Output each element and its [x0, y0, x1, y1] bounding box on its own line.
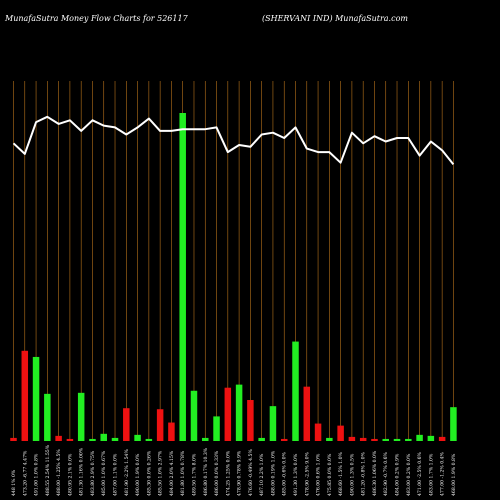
- x-tick-label: 487.00 1.1% 0.0%: [113, 453, 119, 496]
- bar: [134, 434, 141, 441]
- bar: [405, 438, 412, 441]
- x-tick-label: 481.30 1.16% 0.00%: [79, 447, 85, 496]
- price-line: [12, 115, 455, 166]
- bar: [416, 434, 423, 441]
- bar: [179, 113, 186, 441]
- x-tick-label: 481.90 -2.2% 1.54%: [124, 449, 130, 496]
- bar: [224, 387, 232, 441]
- x-tick-label: 485.00 -0.6% 0.0%: [282, 451, 288, 496]
- bar: [202, 437, 209, 441]
- bar: [10, 437, 17, 441]
- line-layer: [12, 115, 455, 166]
- bar: [337, 425, 344, 441]
- bar: [66, 438, 74, 441]
- bar: [89, 438, 96, 441]
- x-tick-label: 473.20 -6.77 4.47%: [22, 450, 28, 496]
- x-tick-label: 476.00 0.6% 1.0%: [316, 453, 322, 496]
- bar: [156, 409, 164, 441]
- grid-layer: [13, 81, 454, 441]
- bar: [168, 422, 175, 441]
- bar: [21, 350, 29, 441]
- x-tick-label: 471.00 -2.5% 0.6%: [417, 451, 423, 496]
- bar: [348, 436, 356, 441]
- bar: [123, 408, 130, 441]
- bar: [280, 438, 288, 441]
- x-tick-label: 485.50 1.0% 2.97%: [158, 450, 164, 496]
- x-tick-label: 487.10 2.2% 1.0%: [259, 453, 265, 496]
- x-tick-label: 480.95 2.1% 0.0%: [67, 453, 73, 496]
- bar: [55, 435, 62, 441]
- x-tick-label: 477.00 -1.2% 0.4%: [440, 451, 446, 496]
- bar: [111, 437, 119, 441]
- bar: [359, 437, 367, 441]
- x-tick-label: 478.90 0.78% 9.9%: [237, 450, 243, 496]
- bar: [450, 407, 457, 441]
- bar: [427, 435, 435, 441]
- bar: [269, 406, 277, 441]
- x-tick-label: 481.80 1.0% 0.78%: [180, 450, 186, 496]
- bar: [438, 436, 446, 441]
- bar: [247, 400, 254, 441]
- x-tick-label: 489.50 1.7% 8.0%: [191, 453, 197, 496]
- bar: [326, 437, 333, 441]
- x-tick-label: 490.00 1.9% 0.0%: [135, 453, 141, 496]
- bar: [44, 393, 51, 441]
- bar: [382, 438, 389, 441]
- bar: [314, 423, 322, 441]
- bar-layer: [10, 113, 457, 441]
- x-tick-label: 481.20 -0.8% 1.0%: [361, 451, 367, 496]
- bar: [292, 341, 299, 441]
- x-tick-label: 485.00 1.0% 0.67%: [101, 450, 107, 496]
- bar: [258, 437, 265, 441]
- bar: [145, 438, 153, 441]
- bar: [371, 438, 378, 441]
- chart-site-label: (SHERVANI IND) MunafaSutra.com: [262, 14, 408, 23]
- x-tick-label: 491.30 1.3% 0.0%: [293, 453, 299, 496]
- x-tick-label: 468.60 -1.5% 1.0%: [338, 451, 344, 496]
- bar: [303, 386, 311, 441]
- x-tick-label: 483.00 0.2% 0.0%: [406, 453, 412, 496]
- x-tick-label: 475.85 0.0% 0.0%: [327, 453, 333, 496]
- bar: [393, 438, 401, 441]
- bar: [77, 392, 85, 441]
- x-tick-label: 478.90 -2.5% 9.0%: [304, 451, 310, 496]
- x-tick-label: 474.25 1.25% 0.0%: [225, 450, 231, 496]
- bar: [213, 416, 220, 441]
- x-tick-label: 483.00 1.7% 1.0%: [428, 453, 434, 496]
- x-tick-label: 482.90 -0.7% 0.6%: [383, 451, 389, 496]
- bar: [32, 356, 40, 441]
- x-tick-label: 488.00 0.19% 1.0%: [270, 450, 276, 496]
- x-tick-label: 490.00 1.3% 0.5%: [349, 453, 355, 496]
- x-tick-label: 476.60 -0.49% 4.5%: [248, 449, 254, 496]
- x-tick-label: 491.00 1.0% 0.8%: [34, 453, 40, 496]
- x-tick-label: 486.30 1.06% 0.0%: [372, 450, 378, 496]
- chart-title: MunafaSutra Money Flow Charts for 526117: [4, 14, 189, 23]
- bar: [235, 384, 243, 441]
- x-tick-label: 488.55 2.54% 11.55%: [45, 444, 51, 496]
- x-tick-label: 485.30 0.0% 0.26%: [146, 450, 152, 496]
- x-tick-label: 488.00 -1.25% 4.5%: [56, 449, 62, 496]
- x-tick-label: 486.00 0.0% 0.33%: [214, 450, 220, 496]
- x-tick-label: 484.00 0.2% 0.9%: [395, 453, 401, 496]
- x-tick-label: 486.80 0.17% 10.3%: [203, 447, 209, 496]
- x-tick-label: 483.80 2.9% 0.75%: [90, 450, 96, 496]
- bar: [190, 390, 198, 441]
- tick-layer: 448 1% 0% 473.20 -6.77 4.47% 491.00 1.0% 0…: [11, 444, 457, 496]
- x-tick-label: 448 1% 0%: [11, 469, 17, 496]
- x-tick-label: 484.00 2.0% 4.15%: [169, 450, 175, 496]
- bar: [100, 433, 107, 441]
- x-tick-label: 468.00 1.9% 0.8%: [451, 453, 457, 496]
